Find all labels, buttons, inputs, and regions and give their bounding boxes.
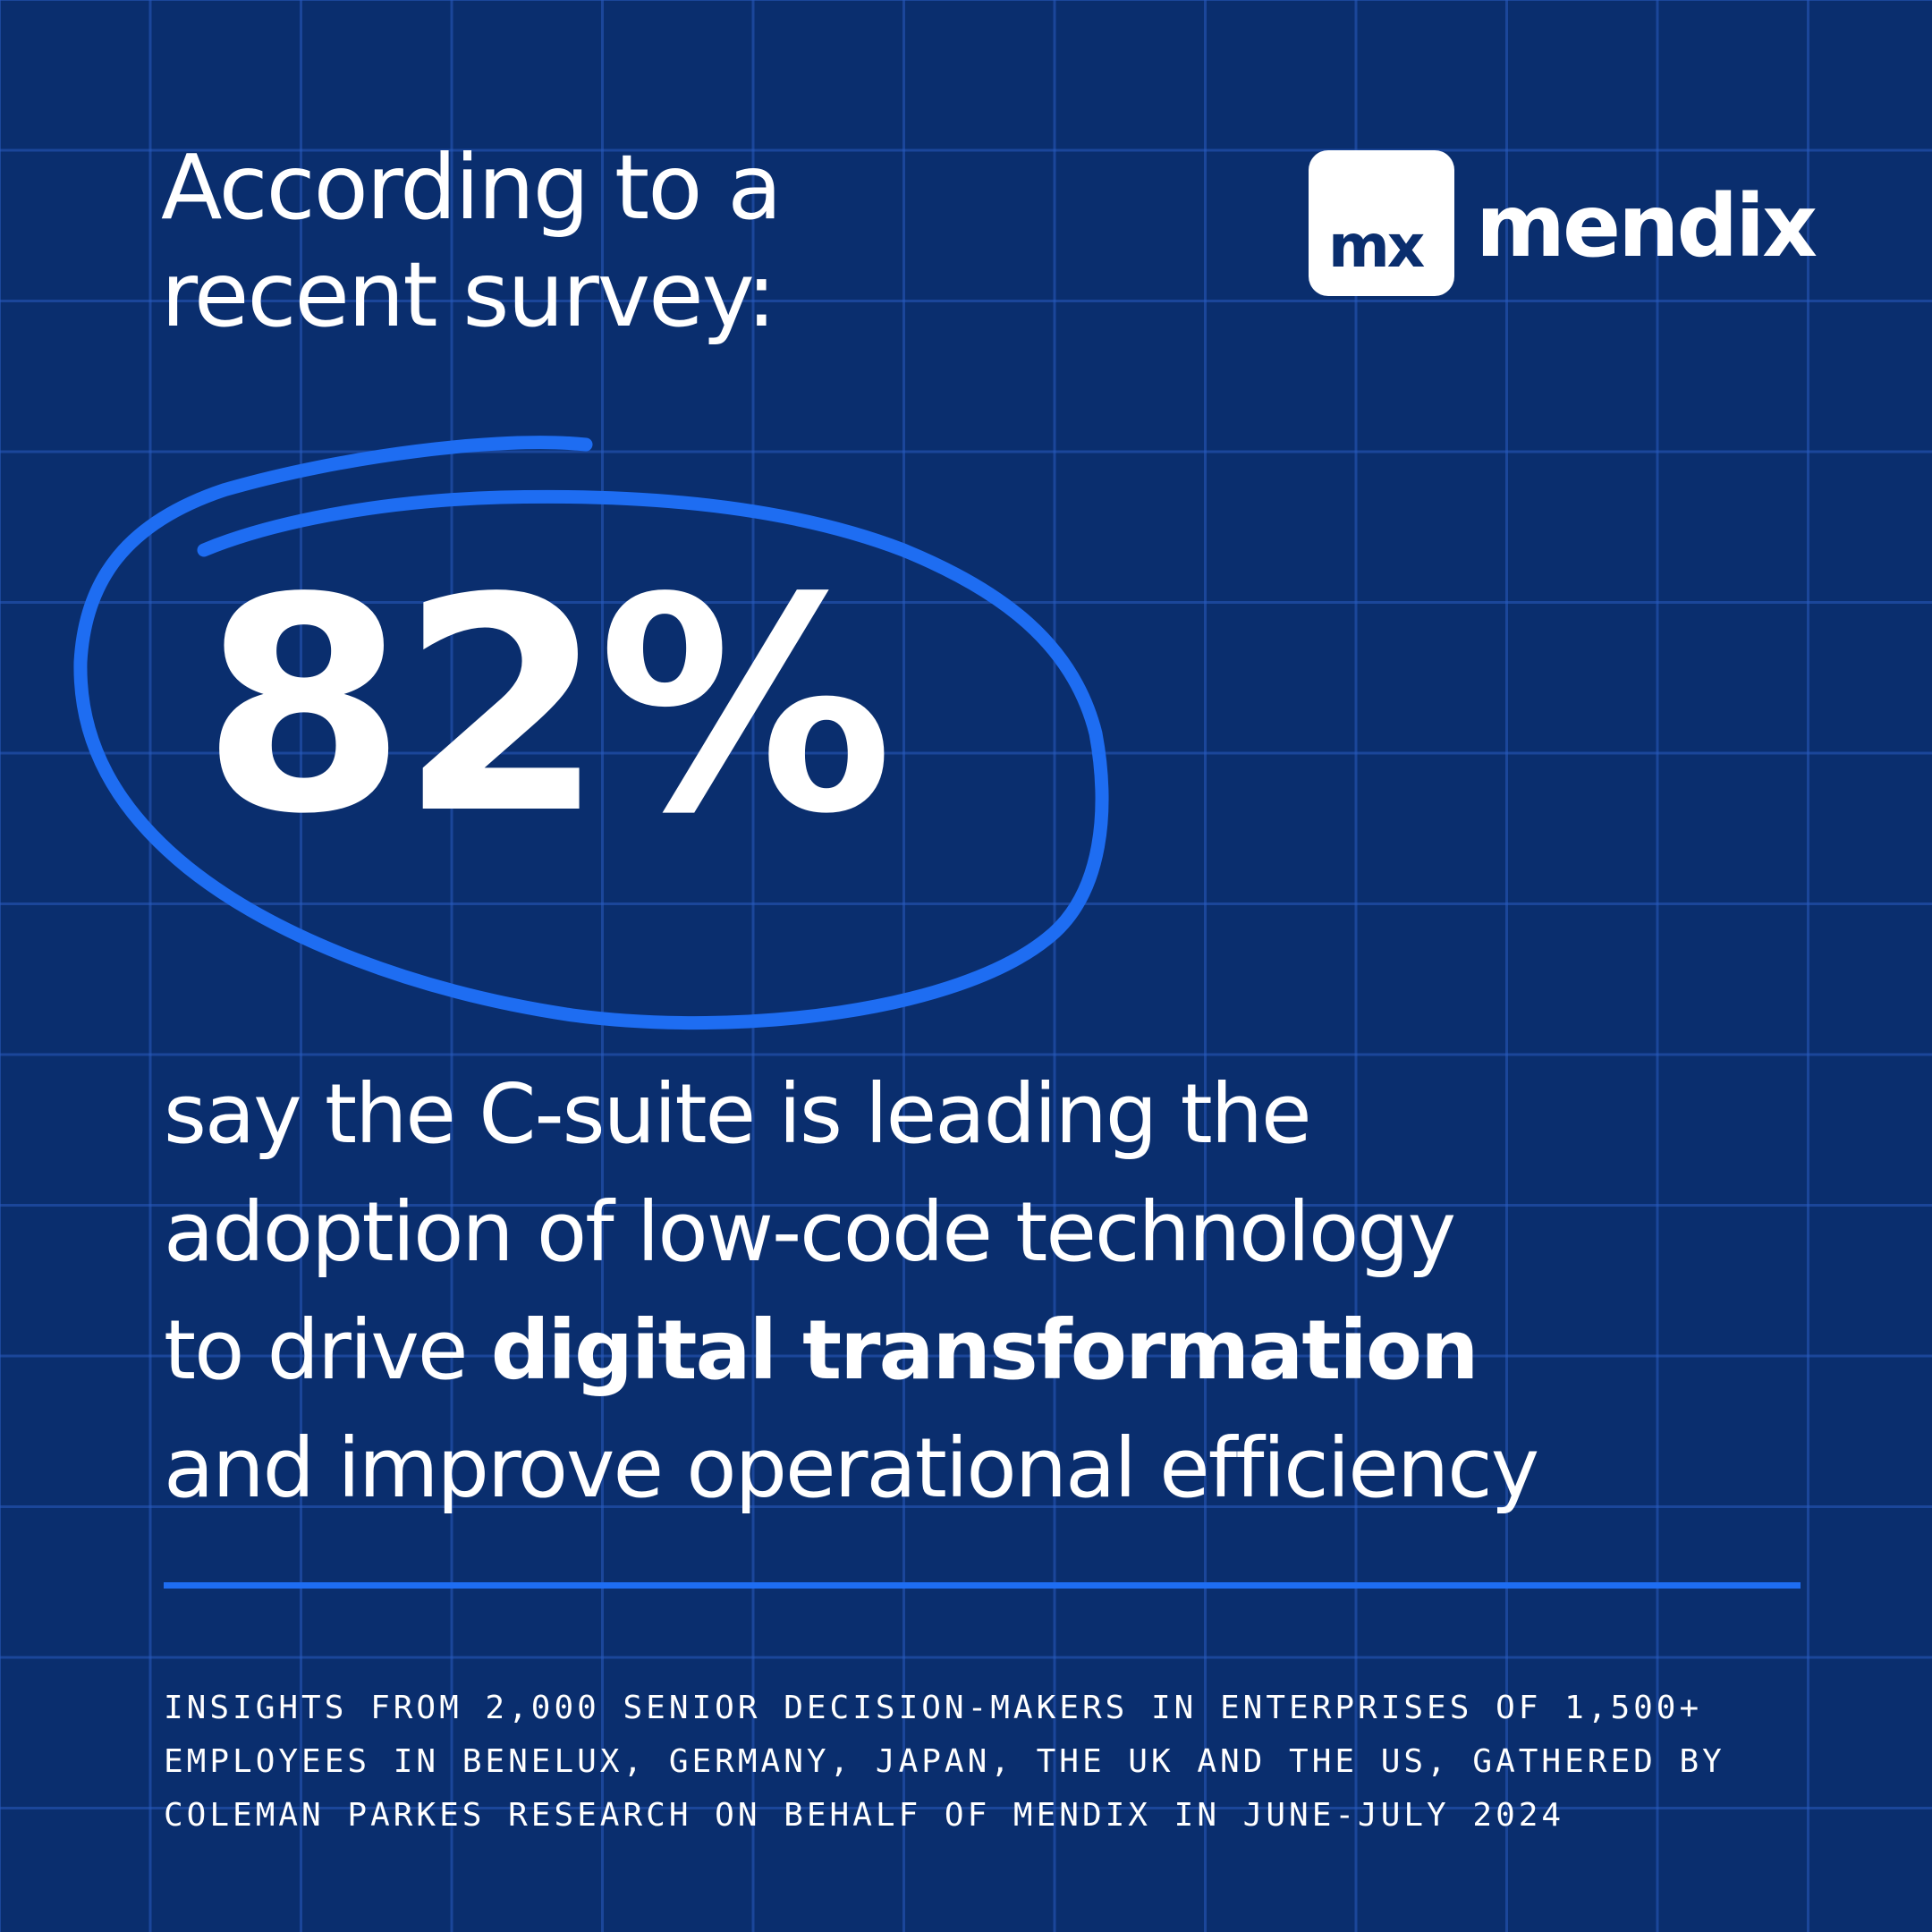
statement-line-2: adoption of low-code technology [164, 1184, 1456, 1280]
logo-wordmark: mendix [1476, 175, 1818, 276]
mendix-logo: mx mendix [1309, 150, 1818, 296]
statement-line-1: say the C-suite is leading the [164, 1066, 1312, 1162]
survey-statement: say the C-suite is leading the adoption … [164, 1055, 1863, 1528]
headline-line-1: According to a [161, 135, 783, 240]
statement-line-4: and improve operational efficiency [164, 1420, 1539, 1516]
stat-value: 82% [201, 535, 894, 878]
headline-line-2: recent survey: [161, 242, 776, 347]
footnote-line-3: COLEMAN PARKES RESEARCH ON BEHALF OF MEN… [164, 1797, 1565, 1834]
headline: According to a recent survey: [161, 134, 783, 349]
statement-emphasis: digital transformation [490, 1302, 1479, 1398]
footnote-line-1: INSIGHTS FROM 2,000 SENIOR DECISION-MAKE… [164, 1690, 1703, 1726]
footnote-line-2: EMPLOYEES IN BENELUX, GERMANY, JAPAN, TH… [164, 1743, 1725, 1780]
logo-mark-text: mx [1328, 212, 1425, 281]
divider [164, 1582, 1801, 1589]
mendix-logo-icon: mx [1309, 150, 1454, 296]
statement-line-3: to drive digital transformation [164, 1292, 1863, 1410]
source-footnote: INSIGHTS FROM 2,000 SENIOR DECISION-MAKE… [164, 1682, 1863, 1843]
statement-line-3-prefix: to drive [164, 1302, 491, 1398]
